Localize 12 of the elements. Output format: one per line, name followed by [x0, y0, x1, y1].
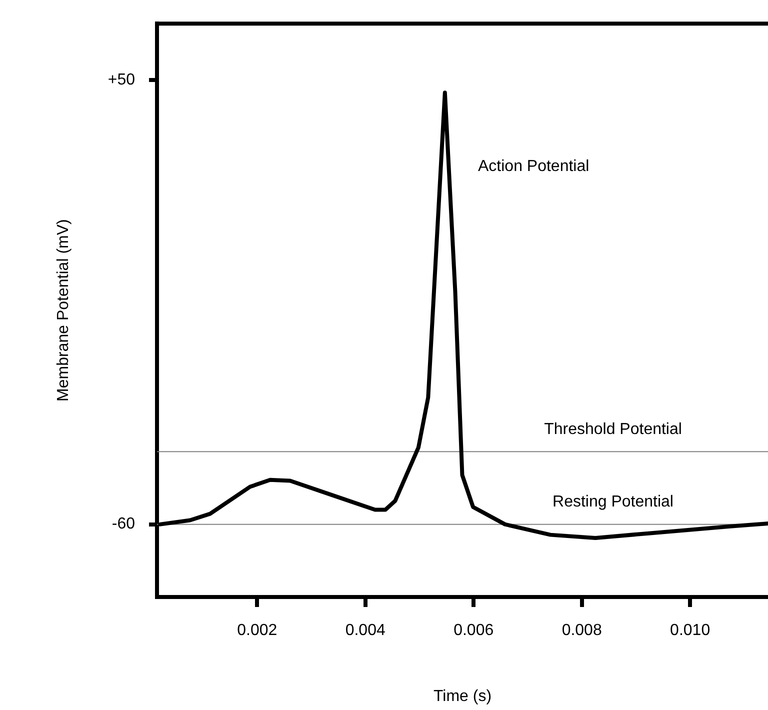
annotation: Action Potential — [478, 158, 590, 176]
ref-line-label: Threshold Potential — [544, 421, 682, 438]
y-axis-title: Membrane Potential (mV) — [55, 219, 72, 402]
x-tick-label: 0.008 — [562, 622, 602, 640]
x-tick-label: 0.006 — [454, 622, 494, 640]
ref-line-label: Resting Potential — [552, 494, 674, 511]
y-tick-label: +50 — [108, 72, 136, 89]
x-tick-label: 0.004 — [345, 622, 386, 640]
x-tick-label: 0.010 — [670, 622, 710, 640]
y-tick-label: -60 — [112, 516, 136, 533]
x-axis-title: Time (s) — [433, 688, 492, 705]
x-tick-label: 0.002 — [237, 622, 278, 640]
